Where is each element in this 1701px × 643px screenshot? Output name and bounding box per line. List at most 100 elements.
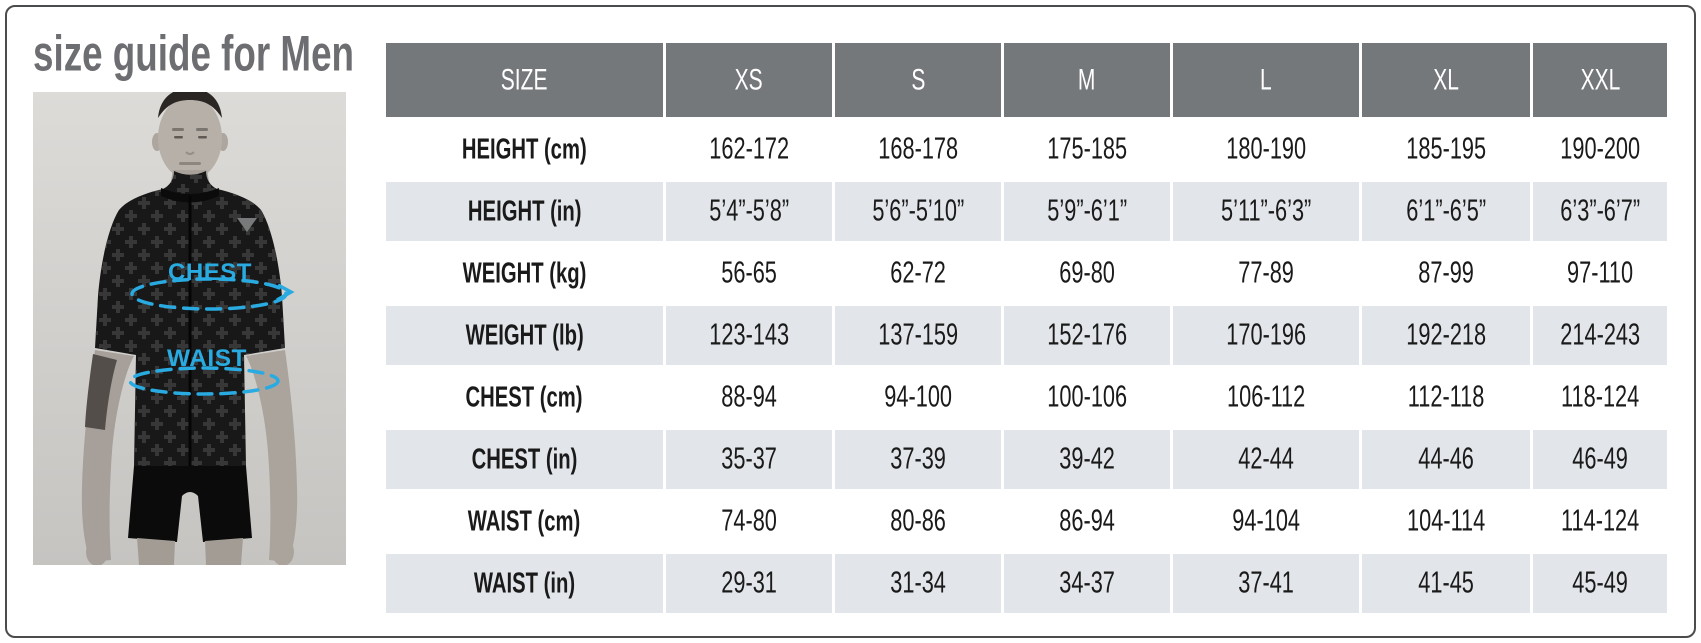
table-row-weight-kg: WEIGHT (kg) 56-65 62-72 69-80 77-89 87-9… — [386, 244, 1667, 303]
column-header-xl: XL — [1362, 43, 1531, 117]
cell-text: 112-118 — [1407, 380, 1485, 414]
size-cell: 45-49 — [1533, 554, 1667, 613]
size-cell: 56-65 — [665, 244, 833, 303]
size-cell: 44-46 — [1362, 430, 1531, 489]
column-header-l: L — [1173, 43, 1360, 117]
size-cell: 5’6”-5’10” — [835, 182, 1001, 241]
column-header-s: S — [835, 43, 1001, 117]
size-cell: 118-124 — [1533, 368, 1667, 427]
size-cell: 80-86 — [835, 492, 1001, 551]
size-cell: 34-37 — [1003, 554, 1171, 613]
cell-text: 5’6”-5’10” — [872, 194, 964, 228]
cell-text: 86-94 — [1059, 504, 1115, 538]
size-cell: 88-94 — [665, 368, 833, 427]
row-label: CHEST (cm) — [386, 368, 663, 427]
header-row: SIZE XS S M L XL XXL — [386, 43, 1667, 117]
size-cell: 35-37 — [665, 430, 833, 489]
chest-annotation-label: CHEST — [168, 259, 252, 286]
size-cell: 94-100 — [835, 368, 1001, 427]
cell-text: 39-42 — [1059, 442, 1115, 476]
size-cell: 37-39 — [835, 430, 1001, 489]
size-cell: 112-118 — [1362, 368, 1531, 427]
cell-text: 37-39 — [890, 442, 946, 476]
row-label-text: WEIGHT (lb) — [465, 319, 584, 351]
cell-text: 45-49 — [1572, 566, 1628, 600]
row-label-text: HEIGHT (in) — [467, 195, 582, 227]
row-label-text: WEIGHT (kg) — [462, 257, 587, 289]
column-header-xs: XS — [665, 43, 833, 117]
brand-logo — [237, 218, 257, 232]
page-title: size guide for Men — [33, 24, 434, 82]
cell-text: 192-218 — [1406, 318, 1486, 352]
size-table: SIZE XS S M L XL XXL HEIGHT (cm) 162-172… — [383, 40, 1670, 616]
cell-text: 80-86 — [890, 504, 946, 538]
size-cell: 87-99 — [1362, 244, 1531, 303]
column-header-size: SIZE — [386, 43, 663, 117]
cell-text: 180-190 — [1226, 132, 1307, 166]
cell-text: 29-31 — [721, 566, 777, 600]
cell-text: 170-196 — [1226, 318, 1307, 352]
size-cell: 192-218 — [1362, 306, 1531, 365]
cell-text: 214-243 — [1560, 318, 1640, 352]
size-cell: 104-114 — [1362, 492, 1531, 551]
cell-text: 114-124 — [1560, 504, 1640, 538]
row-label-text: WAIST (in) — [473, 567, 575, 599]
row-label: WEIGHT (lb) — [386, 306, 663, 365]
size-cell: 114-124 — [1533, 492, 1667, 551]
column-header-text: XS — [734, 63, 763, 96]
size-cell: 170-196 — [1173, 306, 1360, 365]
size-cell: 86-94 — [1003, 492, 1171, 551]
cell-text: 162-172 — [709, 132, 789, 166]
size-cell: 5’9”-6’1” — [1003, 182, 1171, 241]
size-cell: 97-110 — [1533, 244, 1667, 303]
column-header-text: S — [911, 63, 926, 96]
table-row-waist-cm: WAIST (cm) 74-80 80-86 86-94 94-104 104-… — [386, 492, 1667, 551]
size-cell: 168-178 — [835, 120, 1001, 179]
column-header-text: SIZE — [500, 63, 548, 96]
jersey-zipper — [188, 196, 192, 468]
table-row-height-cm: HEIGHT (cm) 162-172 168-178 175-185 180-… — [386, 120, 1667, 179]
size-cell: 42-44 — [1173, 430, 1360, 489]
cell-text: 94-100 — [884, 380, 952, 414]
size-cell: 175-185 — [1003, 120, 1171, 179]
size-cell: 94-104 — [1173, 492, 1360, 551]
size-cell: 6’1”-6’5” — [1362, 182, 1531, 241]
size-cell: 185-195 — [1362, 120, 1531, 179]
column-header-text: M — [1078, 63, 1096, 96]
cell-text: 97-110 — [1566, 256, 1634, 290]
size-cell: 5’11”-6’3” — [1173, 182, 1360, 241]
cell-text: 100-106 — [1047, 380, 1127, 414]
cell-text: 118-124 — [1560, 380, 1640, 414]
column-header-m: M — [1003, 43, 1171, 117]
jersey-collar — [161, 188, 219, 203]
cell-text: 6’1”-6’5” — [1406, 194, 1486, 228]
cell-text: 44-46 — [1418, 442, 1474, 476]
cell-text: 6’3”-6’7” — [1560, 194, 1640, 228]
size-cell: 69-80 — [1003, 244, 1171, 303]
model-jersey — [95, 171, 285, 472]
cell-text: 34-37 — [1059, 566, 1115, 600]
table-row-chest-in: CHEST (in) 35-37 37-39 39-42 42-44 44-46… — [386, 430, 1667, 489]
size-cell: 6’3”-6’7” — [1533, 182, 1667, 241]
size-cell: 180-190 — [1173, 120, 1360, 179]
model-shorts — [128, 466, 252, 565]
cell-text: 5’4”-5’8” — [709, 194, 789, 228]
size-cell: 29-31 — [665, 554, 833, 613]
table-row-height-in: HEIGHT (in) 5’4”-5’8” 5’6”-5’10” 5’9”-6’… — [386, 182, 1667, 241]
page-title-text: size guide for Men — [33, 24, 355, 82]
table-row-weight-lb: WEIGHT (lb) 123-143 137-159 152-176 170-… — [386, 306, 1667, 365]
cell-text: 190-200 — [1560, 132, 1640, 166]
cell-text: 42-44 — [1238, 442, 1295, 476]
size-cell: 62-72 — [835, 244, 1001, 303]
row-label-text: CHEST (in) — [471, 443, 578, 475]
size-cell: 162-172 — [665, 120, 833, 179]
cell-text: 77-89 — [1238, 256, 1295, 290]
cell-text: 123-143 — [709, 318, 789, 352]
row-label: HEIGHT (cm) — [386, 120, 663, 179]
cell-text: 88-94 — [721, 380, 777, 414]
row-label: WEIGHT (kg) — [386, 244, 663, 303]
size-cell: 123-143 — [665, 306, 833, 365]
row-label: WAIST (cm) — [386, 492, 663, 551]
cell-text: 37-41 — [1238, 566, 1295, 600]
cell-text: 46-49 — [1572, 442, 1628, 476]
